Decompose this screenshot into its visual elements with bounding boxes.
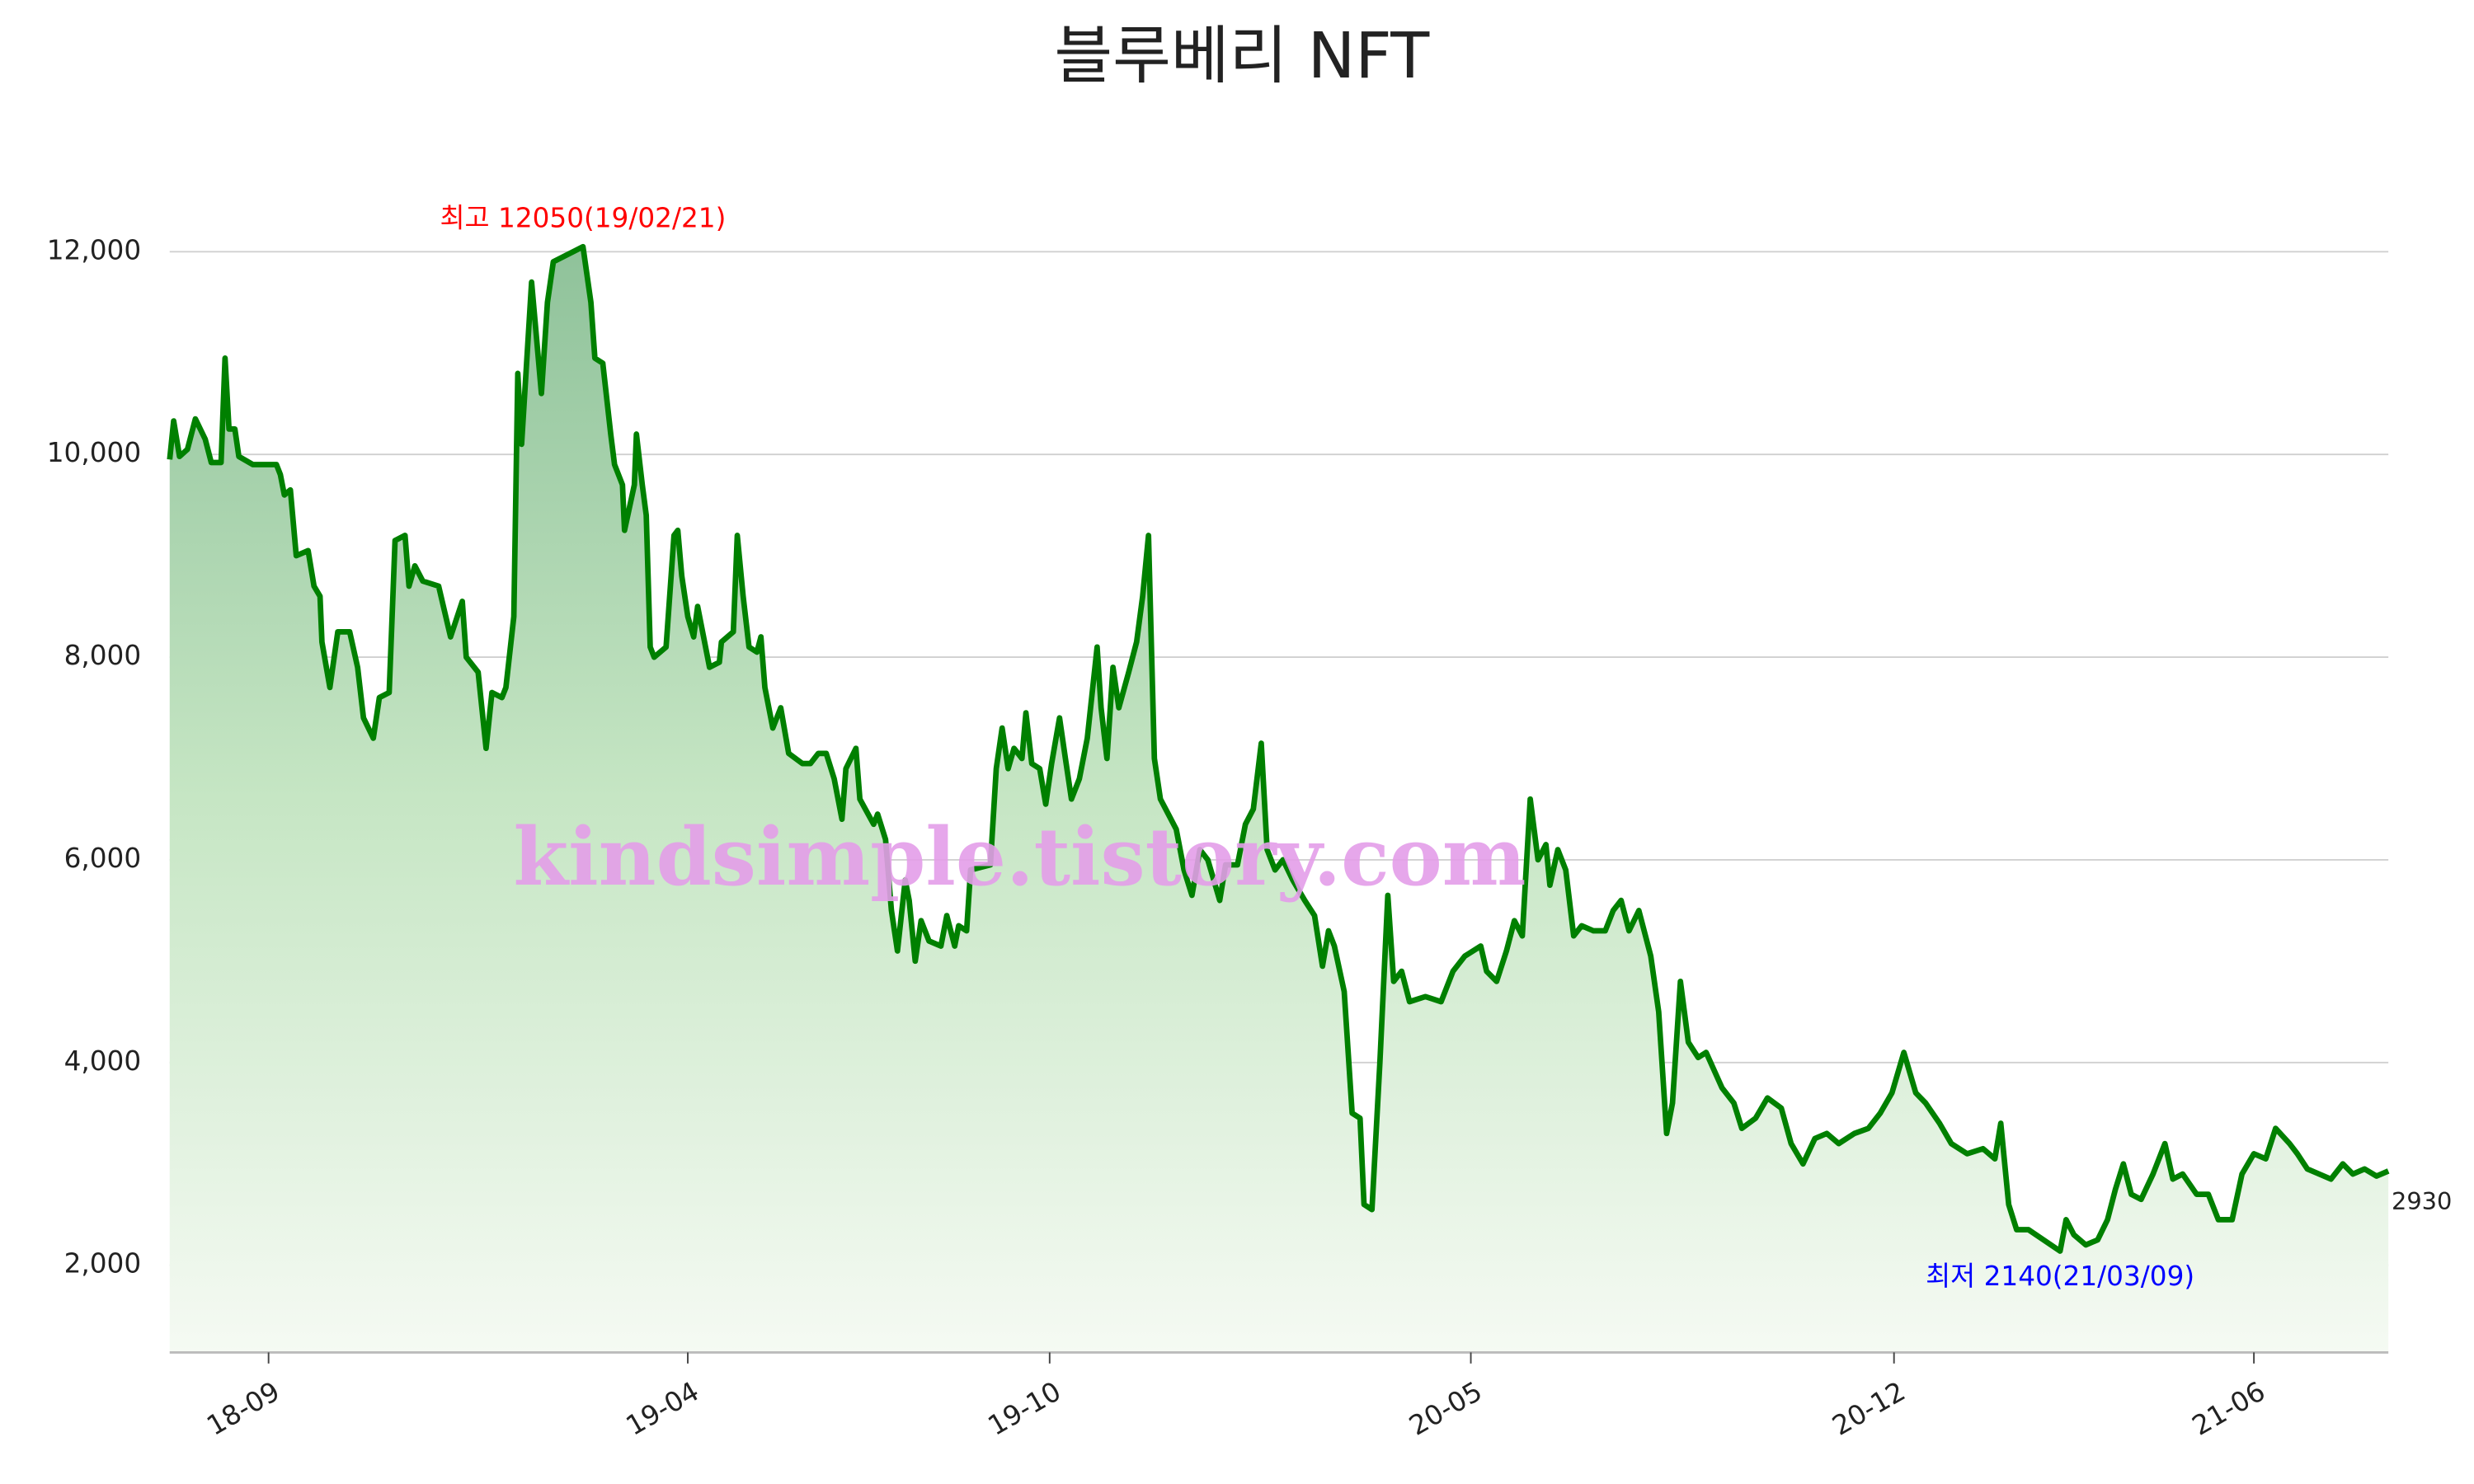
x-tick-label: 19-04 — [621, 1375, 704, 1441]
x-tick-label: 20-05 — [1404, 1375, 1487, 1441]
x-tick-label: 21-06 — [2187, 1375, 2270, 1441]
x-tick-label: 19-10 — [983, 1375, 1066, 1441]
price-line — [167, 243, 2390, 1254]
watermark: kindsimple.tistory.com — [514, 810, 1526, 904]
y-tick-label: 10,000 — [47, 437, 141, 468]
area — [169, 247, 2389, 1353]
x-tick-label: 20-12 — [1827, 1375, 1910, 1441]
chart-title: 블루베리 NFT — [1054, 20, 1430, 93]
last-value-label: 2930 — [2392, 1187, 2452, 1215]
y-tick-label: 4,000 — [64, 1045, 142, 1077]
y-tick-label: 6,000 — [64, 843, 142, 874]
x-tick-label: 18-09 — [201, 1375, 285, 1441]
annotation: 최저 2140(21/03/09) — [1926, 1261, 2194, 1292]
annotation: 최고 12050(19/02/21) — [440, 202, 726, 233]
y-tick-label: 2,000 — [64, 1248, 142, 1280]
y-tick-label: 12,000 — [47, 234, 141, 265]
y-tick-label: 8,000 — [64, 640, 142, 671]
